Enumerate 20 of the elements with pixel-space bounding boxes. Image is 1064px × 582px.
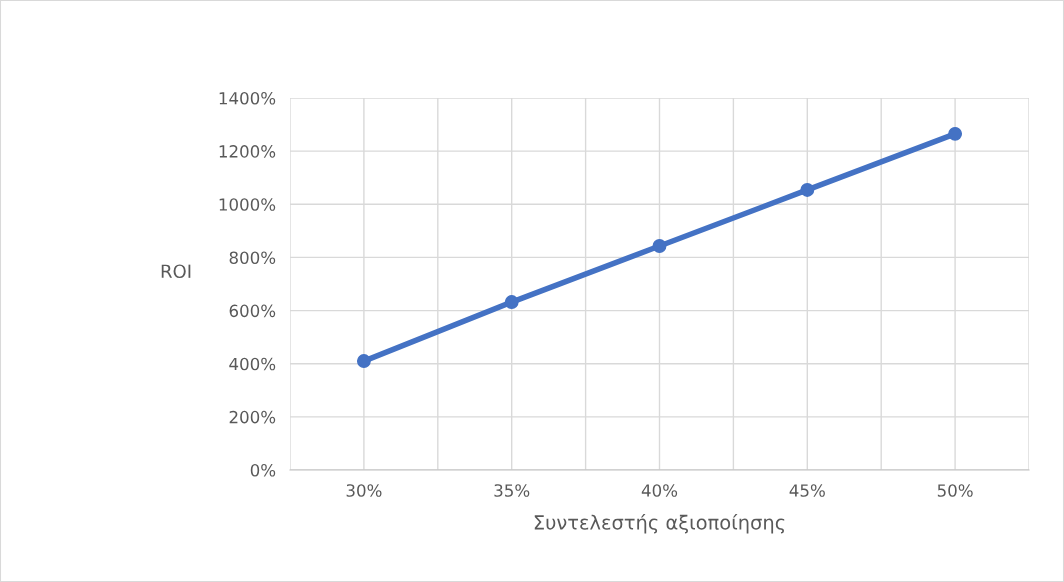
point — [652, 239, 667, 253]
y-tick-label: 1000% — [219, 198, 276, 211]
x-tick-label: 45% — [789, 484, 825, 497]
y-tick-label: 1400% — [219, 91, 276, 105]
point — [356, 354, 371, 369]
x-tick-label: 40% — [641, 484, 678, 497]
x-axis-title: Συντελεστής αξιοποίησης — [534, 513, 785, 534]
point — [948, 126, 963, 141]
y-tick-label: 800% — [229, 251, 276, 264]
y-tick-label: 1200% — [219, 145, 276, 158]
x-tick-label: 35% — [494, 484, 530, 497]
point — [504, 295, 519, 310]
point — [800, 182, 815, 197]
y-tick-label: 0% — [250, 463, 276, 477]
y-tick-label: 600% — [229, 304, 276, 318]
x-tick-label: 30% — [346, 484, 382, 497]
y-axis-title: ROI — [161, 264, 191, 279]
y-tick-label: 200% — [229, 410, 276, 424]
x-tick-label: 50% — [937, 484, 973, 497]
y-tick-label: 400% — [229, 357, 276, 371]
